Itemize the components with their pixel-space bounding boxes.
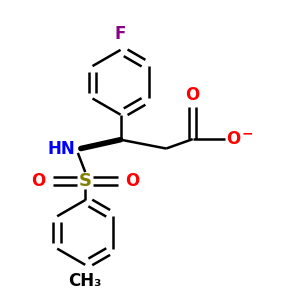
Text: S: S [79, 172, 92, 190]
Text: −: − [241, 126, 253, 140]
Text: HN: HN [47, 140, 75, 158]
Text: O: O [226, 130, 241, 148]
Text: O: O [125, 172, 139, 190]
Text: O: O [186, 86, 200, 104]
Text: O: O [31, 172, 46, 190]
Text: CH₃: CH₃ [68, 272, 102, 290]
Text: F: F [115, 25, 126, 43]
